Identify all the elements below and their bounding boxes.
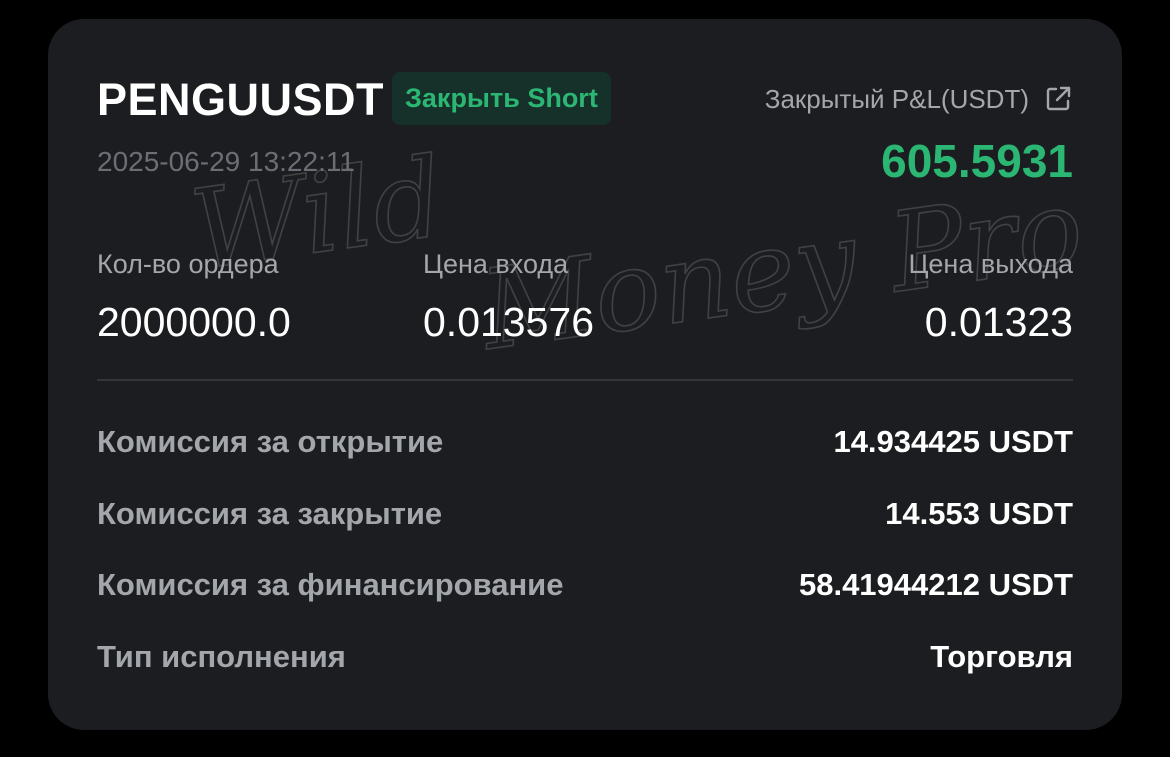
- detail-row-open-fee: Комиссия за открытие 14.934425 USDT: [97, 422, 1073, 462]
- stat-value: 0.013576: [423, 299, 595, 345]
- stat-label: Кол-во ордера: [97, 249, 279, 279]
- detail-row-execution-type: Тип исполнения Торговля: [97, 637, 1073, 677]
- trade-timestamp: 2025-06-29 13:22:11: [97, 146, 355, 177]
- trade-symbol: PENGUUSDT: [97, 74, 385, 125]
- detail-value: 14.934425 USDT: [833, 424, 1073, 459]
- detail-value: Торговля: [930, 639, 1073, 674]
- pnl-label: Закрытый P&L(USDT): [764, 84, 1029, 114]
- stat-label: Цена выхода: [908, 249, 1073, 279]
- detail-label: Комиссия за закрытие: [97, 496, 443, 531]
- pnl-value: 605.5931: [881, 135, 1073, 187]
- detail-value: 14.553 USDT: [885, 496, 1073, 531]
- stat-entry-price: Цена входа 0.013576: [423, 247, 594, 347]
- pnl-header[interactable]: Закрытый P&L(USDT): [765, 83, 1073, 115]
- side-badge: Закрыть Short: [392, 72, 611, 125]
- trade-card: Wild Money Pro PENGUUSDT Закрыть Short 2…: [48, 19, 1122, 730]
- divider: [97, 379, 1073, 381]
- stat-order-qty: Кол-во ордера 2000000.0: [97, 247, 291, 347]
- watermark: Wild Money Pro: [183, 132, 1091, 376]
- detail-label: Тип исполнения: [97, 639, 346, 674]
- detail-value: 58.41944212 USDT: [798, 567, 1073, 602]
- detail-label: Комиссия за финансирование: [97, 567, 564, 602]
- stat-exit-price: Цена выхода 0.01323: [908, 247, 1073, 347]
- detail-row-funding-fee: Комиссия за финансирование 58.41944212 U…: [97, 565, 1073, 605]
- stat-value: 2000000.0: [97, 299, 291, 345]
- stat-label: Цена входа: [423, 249, 569, 279]
- external-link-icon[interactable]: [1043, 84, 1073, 114]
- stat-value: 0.01323: [924, 299, 1073, 345]
- detail-row-close-fee: Комиссия за закрытие 14.553 USDT: [97, 494, 1073, 534]
- detail-label: Комиссия за открытие: [97, 424, 444, 459]
